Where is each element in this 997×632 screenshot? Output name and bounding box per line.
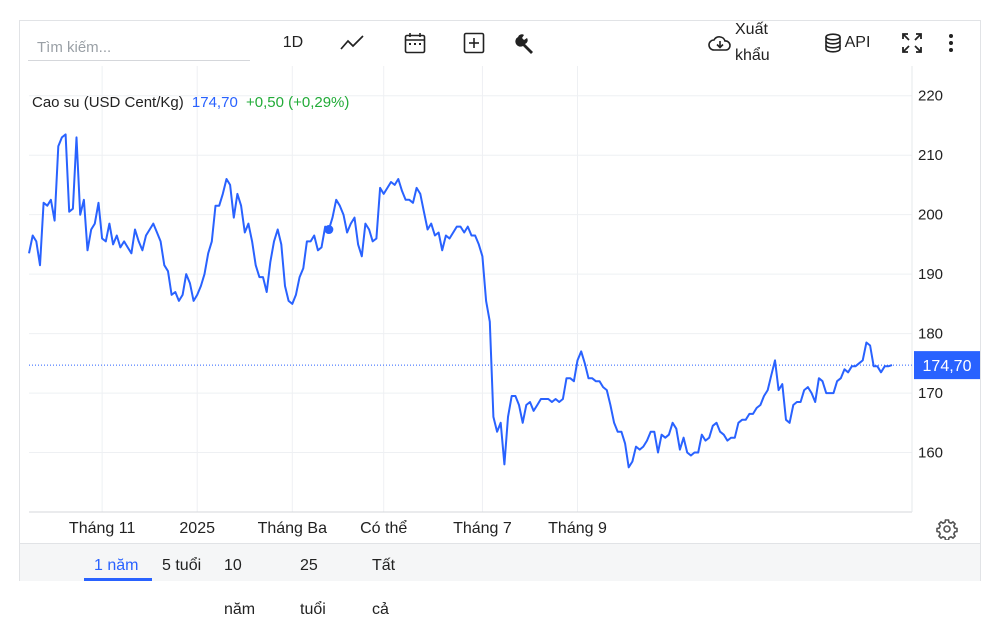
interval-button[interactable]: 1D	[270, 27, 316, 59]
legend-last-price: 174,70	[191, 94, 238, 111]
range-10-years[interactable]: 10 năm	[224, 557, 256, 618]
wrench-icon	[515, 34, 533, 54]
search-input[interactable]	[28, 35, 250, 61]
fullscreen-icon	[902, 33, 922, 53]
compare-button[interactable]	[456, 27, 492, 59]
cloud-download-icon	[708, 36, 731, 51]
y-tick-label: 220	[918, 88, 943, 105]
x-tick-label: 2025	[179, 520, 215, 537]
fullscreen-button[interactable]	[896, 27, 928, 59]
calendar-icon	[404, 33, 426, 54]
y-tick-label: 180	[918, 326, 943, 343]
more-button[interactable]	[938, 27, 964, 59]
range-all[interactable]: Tất cả	[372, 557, 396, 618]
y-tick-label: 200	[918, 207, 943, 224]
export-label: Xuất khẩu	[735, 17, 770, 69]
range-25-years[interactable]: 25 tuổi	[300, 557, 326, 618]
export-label-line1: Xuất	[735, 21, 768, 38]
api-label: API	[844, 34, 871, 51]
interval-label: 1D	[282, 34, 304, 51]
gear-icon	[936, 519, 958, 541]
indicators-button[interactable]	[508, 27, 544, 59]
series-line	[28, 133, 893, 469]
range-selector: 1 năm 5 tuổi 10 năm 25 tuổi Tất cả	[20, 543, 980, 618]
legend-series-name: Cao su (USD Cent/Kg)	[32, 94, 184, 111]
api-button[interactable]: API	[820, 27, 874, 59]
x-tick-label: Có thể	[360, 519, 407, 537]
export-button[interactable]: Xuất khẩu	[708, 21, 778, 65]
database-icon	[824, 33, 841, 53]
x-tick-label: Tháng 9	[548, 520, 607, 537]
more-vertical-icon	[949, 34, 953, 52]
chart-widget: 1D	[19, 20, 981, 618]
y-tick-label: 170	[918, 385, 943, 402]
x-tick-label: Tháng 11	[69, 520, 136, 537]
line-chart-icon	[340, 35, 364, 50]
y-tick-label: 210	[918, 147, 943, 164]
range-5-years[interactable]: 5 tuổi	[162, 557, 202, 574]
chart-settings-button[interactable]	[936, 518, 958, 541]
add-compare-icon	[463, 32, 485, 54]
x-tick-label: Tháng 7	[453, 520, 512, 537]
y-tick-label: 190	[918, 266, 943, 283]
price-badge	[914, 351, 980, 380]
chart-type-button[interactable]	[334, 27, 370, 59]
x-tick-label: Tháng Ba	[258, 520, 327, 537]
range-1-year[interactable]: 1 năm	[84, 544, 152, 581]
legend: Cao su (USD Cent/Kg) 174,70 +0,50 (+0,29…	[32, 94, 349, 111]
price-badge-label: 174,70	[923, 358, 972, 375]
export-label-line2: khẩu	[735, 47, 770, 64]
price-chart[interactable]: 160 170 180 190 200 210 220 Tháng 11 2025 Tháng B…	[20, 21, 980, 543]
legend-change: +0,50 (+0,29%)	[245, 94, 350, 111]
toolbar: 1D	[20, 21, 980, 65]
date-range-button[interactable]	[397, 27, 433, 59]
y-tick-label: 160	[918, 445, 943, 462]
data-point-marker	[324, 225, 334, 235]
